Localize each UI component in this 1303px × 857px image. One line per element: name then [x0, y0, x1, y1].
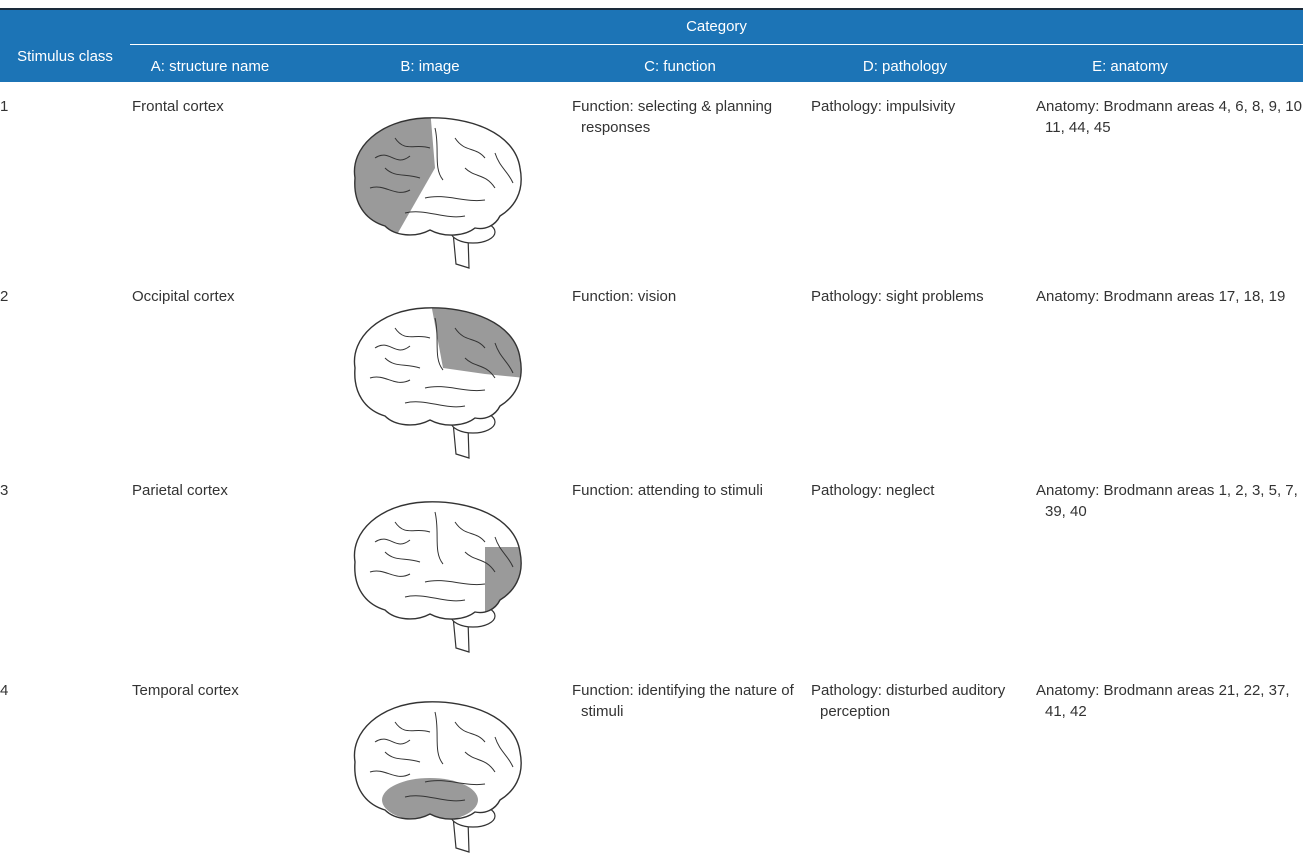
cell-anatomy: Anatomy: Brodmann areas 17, 18, 19 — [1036, 288, 1286, 305]
cell-anatomy: Anatomy: Brodmann areas 4, 6, 8, 9, 10, … — [1036, 98, 1303, 136]
brain-image — [353, 307, 522, 459]
cell-class: 4 — [0, 682, 9, 699]
brain-image — [353, 501, 522, 653]
column-header: A: structure name — [150, 58, 270, 75]
stimulus-class-header: Stimulus class — [17, 48, 113, 65]
cell-anatomy: Anatomy: Brodmann areas 1, 2, 3, 5, 7, 3… — [1036, 482, 1298, 520]
cell-structure: Occipital cortex — [132, 288, 235, 305]
cell-function: Function: identifying the nature of stim… — [572, 682, 794, 720]
cell-class: 2 — [0, 288, 9, 305]
cell-anatomy: Anatomy: Brodmann areas 21, 22, 37, 41, … — [1036, 682, 1290, 720]
cell-function: Function: attending to stimuli — [572, 482, 763, 499]
column-header: E: anatomy — [1092, 58, 1168, 75]
brain-image — [353, 117, 522, 269]
cell-class: 1 — [0, 98, 9, 115]
header-rule — [130, 44, 1303, 45]
cell-structure: Temporal cortex — [132, 682, 239, 699]
cell-pathology: Pathology: impulsivity — [811, 98, 956, 115]
cell-pathology: Pathology: disturbed auditory perception — [811, 682, 1006, 720]
brain-image — [353, 701, 522, 853]
cell-function: Function: selecting & planning responses — [572, 98, 773, 136]
cell-function: Function: vision — [572, 288, 677, 305]
column-header: B: image — [400, 58, 460, 75]
table-header: Stimulus class Category A: structure nam… — [0, 8, 1303, 82]
cell-structure: Frontal cortex — [132, 98, 224, 115]
cell-pathology: Pathology: neglect — [811, 482, 935, 499]
column-header: D: pathology — [862, 58, 948, 75]
cell-structure: Parietal cortex — [132, 482, 228, 499]
cell-pathology: Pathology: sight problems — [811, 288, 984, 305]
cell-class: 3 — [0, 482, 9, 499]
column-header: C: function — [644, 58, 716, 75]
category-header: Category — [686, 18, 747, 35]
